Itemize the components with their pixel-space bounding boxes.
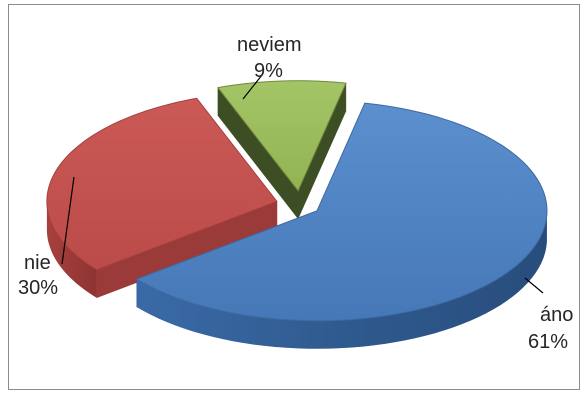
slice-top-face bbox=[46, 97, 278, 271]
slice-value-label: 61% bbox=[528, 331, 568, 353]
leader-line bbox=[242, 74, 263, 100]
slice-top-face bbox=[217, 80, 347, 192]
pie-slice-áno bbox=[135, 102, 548, 349]
data-label-neviem: neviem 9% bbox=[237, 34, 301, 100]
data-label-nie: nie 30% bbox=[18, 176, 75, 299]
slice-label: nie bbox=[24, 252, 51, 274]
slice-label: neviem bbox=[237, 34, 301, 56]
pie-slice-neviem bbox=[217, 80, 347, 220]
leader-line bbox=[61, 176, 75, 265]
slice-outer-side bbox=[136, 208, 547, 349]
slice-top-face bbox=[135, 102, 548, 322]
data-label-áno: áno 61% bbox=[524, 277, 573, 353]
slice-value-label: 30% bbox=[18, 277, 58, 299]
slice-label: áno bbox=[540, 304, 573, 326]
slice-value-label: 9% bbox=[254, 60, 283, 82]
slice-outer-side bbox=[46, 200, 97, 298]
leader-line bbox=[524, 277, 544, 294]
pie-slice-nie bbox=[46, 97, 278, 299]
